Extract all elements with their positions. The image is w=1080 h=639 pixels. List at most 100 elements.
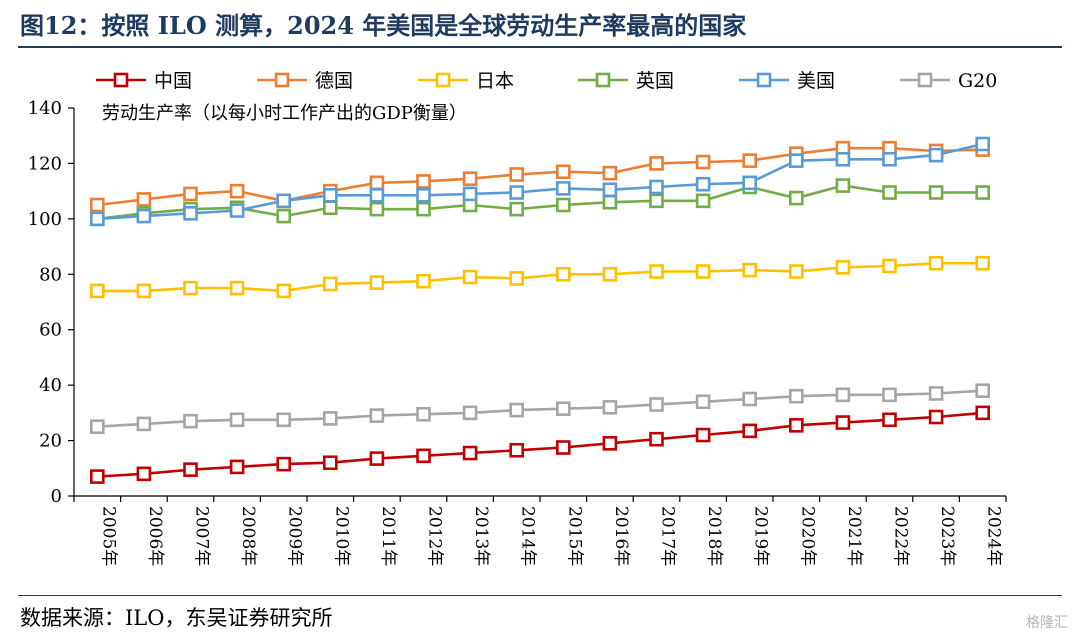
data-point xyxy=(555,181,571,196)
data-point xyxy=(136,192,152,207)
data-point xyxy=(229,459,245,475)
x-tick-label: 2016年 xyxy=(611,506,631,566)
data-point xyxy=(695,394,711,410)
y-tick-label: 60 xyxy=(39,320,62,341)
data-point xyxy=(788,388,804,404)
series-group xyxy=(90,136,991,484)
series-line xyxy=(97,389,983,428)
data-point xyxy=(788,264,804,279)
data-point xyxy=(695,427,711,443)
legend-marker xyxy=(917,72,933,88)
data-point xyxy=(509,167,525,182)
title-rule xyxy=(18,46,1062,48)
data-point xyxy=(183,280,198,296)
data-point xyxy=(835,387,851,403)
data-point xyxy=(322,455,338,471)
legend: 中国 德国 日本 英国 美国 G20 xyxy=(96,70,997,92)
x-tick-label: 2021年 xyxy=(844,506,864,566)
data-point xyxy=(788,153,804,168)
data-point xyxy=(975,185,991,200)
data-point xyxy=(369,451,385,466)
legend-item: 英国 xyxy=(578,70,674,92)
data-point xyxy=(882,151,897,167)
legend-item: G20 xyxy=(900,70,997,92)
legend-item: 中国 xyxy=(96,70,192,92)
data-point xyxy=(416,188,431,203)
y-tick-label: 0 xyxy=(51,486,62,507)
data-point xyxy=(322,411,338,426)
data-point xyxy=(136,416,152,432)
y-tick-label: 120 xyxy=(28,153,62,174)
data-point xyxy=(90,197,105,213)
x-tick-label: 2011年 xyxy=(378,506,398,566)
data-point xyxy=(882,387,897,403)
data-point xyxy=(90,419,105,435)
data-point xyxy=(509,185,525,200)
x-tick-label: 2005年 xyxy=(98,506,118,566)
series-英国 xyxy=(90,178,991,227)
series-line xyxy=(97,411,983,478)
data-point xyxy=(602,400,618,415)
data-point xyxy=(602,182,618,198)
x-tick-label: 2018年 xyxy=(704,506,724,566)
data-point xyxy=(695,176,711,192)
data-point xyxy=(136,283,152,299)
series-line xyxy=(97,142,984,221)
line-chart: 中国 德国 日本 英国 美国 G20 劳动生产率（以每小时工作产出的GDP衡量） 0 20 4… xyxy=(28,70,1007,566)
data-point xyxy=(276,283,292,299)
legend-marker xyxy=(113,72,129,88)
source-note: 数据来源：ILO，东吴证券研究所 xyxy=(20,606,333,630)
data-point xyxy=(788,418,804,433)
legend-label: 德国 xyxy=(315,70,353,92)
data-point xyxy=(695,154,711,170)
legend-item: 日本 xyxy=(418,70,514,92)
data-point xyxy=(742,391,758,407)
y-tick-label: 140 xyxy=(28,98,62,119)
data-point xyxy=(276,456,292,472)
data-point xyxy=(742,175,758,191)
y-tick-label: 40 xyxy=(39,375,62,396)
data-point xyxy=(649,193,664,209)
data-point xyxy=(742,153,758,168)
data-point xyxy=(369,275,385,290)
data-point xyxy=(416,174,431,189)
legend-label: 中国 xyxy=(154,70,192,92)
data-point xyxy=(649,397,664,412)
data-point xyxy=(416,273,431,289)
series-line xyxy=(97,261,983,293)
data-point xyxy=(788,190,804,206)
data-point xyxy=(322,276,338,292)
source-rule xyxy=(18,595,1062,596)
y-axis-label: 劳动生产率（以每小时工作产出的GDP衡量） xyxy=(102,103,467,124)
x-tick-label: 2014年 xyxy=(518,506,538,566)
series-G20 xyxy=(90,383,991,435)
data-point xyxy=(229,203,245,218)
data-point xyxy=(90,211,105,227)
data-point xyxy=(975,383,991,398)
data-point xyxy=(928,409,944,425)
data-point xyxy=(555,440,571,455)
data-point xyxy=(276,208,292,224)
data-point xyxy=(742,423,758,439)
data-point xyxy=(416,406,431,422)
data-point xyxy=(183,462,198,477)
data-point xyxy=(602,266,618,282)
data-point xyxy=(975,136,991,152)
y-tick-label: 80 xyxy=(39,264,62,285)
x-tick-label: 2017年 xyxy=(658,506,678,566)
legend-marker xyxy=(274,72,290,88)
data-point xyxy=(555,164,571,180)
data-point xyxy=(322,188,338,203)
data-point xyxy=(462,171,478,186)
series-日本 xyxy=(90,255,991,299)
axes xyxy=(73,108,1006,497)
data-point xyxy=(835,260,851,275)
y-tick-label: 100 xyxy=(28,209,62,230)
x-tick-label: 2006年 xyxy=(145,506,165,566)
data-point xyxy=(928,386,944,401)
legend-label: 日本 xyxy=(476,70,514,92)
data-point xyxy=(416,201,431,217)
y-ticks: 0 20 40 60 80 100 120 140 xyxy=(28,98,74,507)
legend-marker xyxy=(435,72,451,88)
data-point xyxy=(695,264,711,279)
